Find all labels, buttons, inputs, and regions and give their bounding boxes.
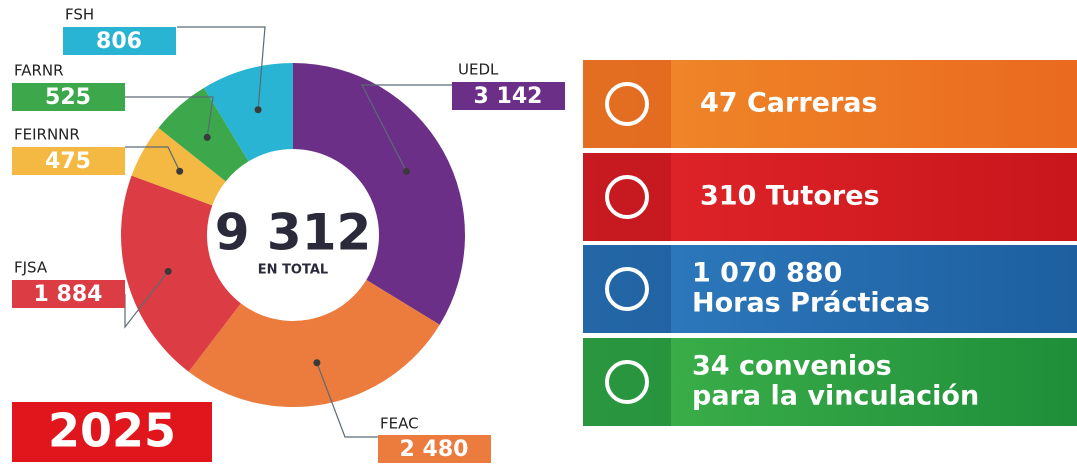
year-box bbox=[12, 402, 212, 462]
label-name: FJSA bbox=[14, 259, 48, 277]
leader-dot bbox=[402, 167, 410, 175]
label-value: 3 142 bbox=[474, 84, 543, 109]
leader-line bbox=[361, 84, 452, 172]
leader-dot bbox=[203, 133, 211, 141]
label-box bbox=[12, 280, 125, 308]
total-value: 9 312 bbox=[215, 204, 372, 262]
stat-icon-bg bbox=[583, 245, 671, 333]
stat-text: para la vinculación bbox=[692, 381, 979, 412]
leader-dot bbox=[164, 267, 172, 275]
segment-labels: UEDL 3 142 FEAC 2 480 FJSA 1 884 FEIRNNR 475 FAR… bbox=[12, 6, 565, 463]
stat-icon-bg bbox=[583, 60, 671, 148]
label-value: 475 bbox=[45, 149, 91, 174]
label-value: 2 480 bbox=[400, 437, 469, 462]
stat-text: 310 Tutores bbox=[700, 181, 880, 212]
leader-dot bbox=[254, 106, 262, 114]
stat-text: 1 070 880 bbox=[692, 258, 842, 289]
year: 2025 bbox=[48, 404, 176, 458]
total-caption: EN TOTAL bbox=[258, 263, 328, 278]
leader-line bbox=[125, 96, 214, 138]
leader-dot bbox=[176, 167, 184, 175]
donut-segment bbox=[188, 279, 440, 407]
label-name: FSH bbox=[65, 6, 94, 24]
donut-segment bbox=[293, 63, 466, 325]
label-value: 806 bbox=[96, 29, 142, 54]
stat-icon-bg bbox=[583, 153, 671, 241]
stat-icon bbox=[605, 267, 649, 311]
donut-chart bbox=[120, 63, 466, 407]
donut-segment bbox=[158, 87, 249, 182]
label-value: 1 884 bbox=[34, 282, 103, 307]
label-name: FEAC bbox=[380, 415, 419, 433]
leader-line bbox=[177, 26, 266, 110]
label-box bbox=[452, 82, 565, 110]
stat-icon bbox=[605, 360, 649, 404]
stat-text: 34 convenios bbox=[692, 351, 892, 382]
label-box bbox=[12, 83, 125, 111]
stat-icon bbox=[605, 175, 649, 219]
label-box bbox=[63, 27, 176, 55]
label-box bbox=[12, 147, 125, 175]
label-value: 525 bbox=[45, 85, 91, 110]
label-name: FEIRNNR bbox=[14, 126, 80, 144]
leader-dot bbox=[313, 359, 321, 367]
stat-icon bbox=[605, 82, 649, 126]
leader-line bbox=[125, 146, 181, 172]
donut-segment bbox=[120, 175, 241, 372]
label-name: FARNR bbox=[14, 62, 64, 80]
leader-line bbox=[316, 362, 378, 438]
stat-icon-bg bbox=[583, 338, 671, 426]
stat-text: Horas Prácticas bbox=[692, 288, 930, 319]
donut-segment bbox=[204, 63, 293, 162]
label-name: UEDL bbox=[458, 61, 499, 79]
stat-text: 47 Carreras bbox=[700, 88, 878, 119]
label-box bbox=[378, 435, 491, 463]
